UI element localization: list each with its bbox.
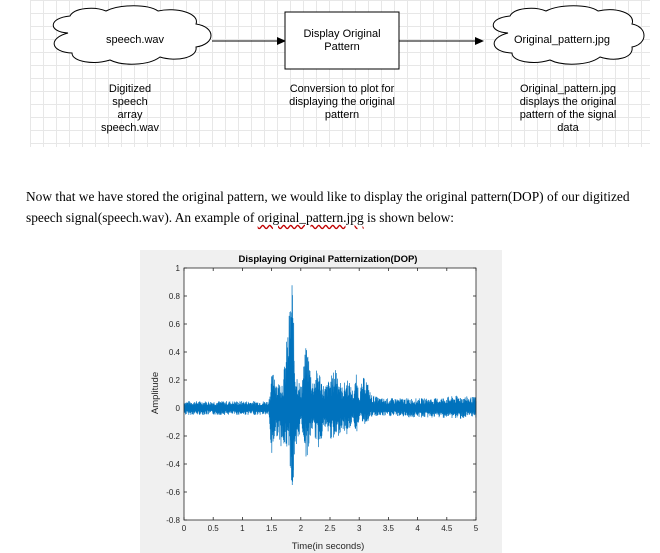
waveform-series [183,285,477,485]
y-tick-label: 0.6 [169,320,181,329]
plot-frame [183,267,477,521]
output-cloud-shape [492,5,645,65]
x-tick-label: 4 [415,524,420,533]
y-tick-label: 0 [176,404,181,413]
x-tick-label: 2.5 [324,524,336,533]
input-caption: Digitized speech array speech.wav [100,83,160,134]
output-node-label: Original_pattern.jpg [513,34,610,46]
x-tick-label: 1 [240,524,245,533]
y-tick-label: -0.6 [166,488,180,497]
x-tick-label: 3 [357,524,362,533]
waveform-chart: 0 0.5 1 1.5 2 2.5 3 3.5 4 4.5 5 -0.8-0.6-0.4-0.200… [150,254,479,552]
matlab-figure: 0 0.5 1 1.5 2 2.5 3 3.5 4 4.5 5 -0.8 -0.6 -0.4 -0.2 0 0… [140,250,502,553]
x-tick-label: 1.5 [266,524,278,533]
paragraph-text-after: is shown below: [363,210,455,225]
flow-diagram: speech.wav Display Original Pattern Orig… [30,0,650,147]
process-caption: Conversion to plot for displaying the or… [289,83,395,121]
pattern-file-link: original_pattern.jpg [257,210,364,225]
process-node-label: Display Original Pattern [303,28,381,53]
x-tick-label: 3.5 [383,524,395,533]
x-tick-labels: 0 0.5 1 1.5 2 2.5 3 3.5 4 4.5 5 [182,524,479,533]
y-tick-label: -0.4 [166,460,180,469]
x-tick-label: 0.5 [208,524,220,533]
paragraph-text-before: Now that we have stored the original pat… [26,189,630,225]
x-axis-label: Time(in seconds) [292,541,365,552]
y-tick-labels: -0.8 -0.6 -0.4 -0.2 0 0.2 0.4 0.6 0.8 1 [166,264,180,525]
process-box-shape [284,11,400,70]
x-tick-label: 4.5 [441,524,453,533]
input-cloud-shape [52,5,212,65]
y-tick-label: 1 [176,264,181,273]
y-tick-label: 0.8 [169,292,181,301]
y-tick-label: -0.8 [166,516,180,525]
x-tick-label: 0 [182,524,187,533]
y-tick-label: -0.2 [166,432,180,441]
flow-diagram-shapes [52,5,645,70]
output-caption: Original_pattern.jpg displays the origin… [519,83,617,134]
arrowhead-2 [475,37,484,45]
x-tick-label: 5 [474,524,479,533]
input-node-label: speech.wav [105,34,165,46]
y-tick-label: 0.4 [169,348,181,357]
y-axis-label: Amplitude [150,372,161,414]
x-tick-label: 2 [299,524,304,533]
arrowhead-1 [277,37,286,45]
y-tick-label: 0.2 [169,376,181,385]
body-paragraph: Now that we have stored the original pat… [26,186,656,228]
chart-title: Displaying Original Patternization(DOP) [239,254,418,265]
